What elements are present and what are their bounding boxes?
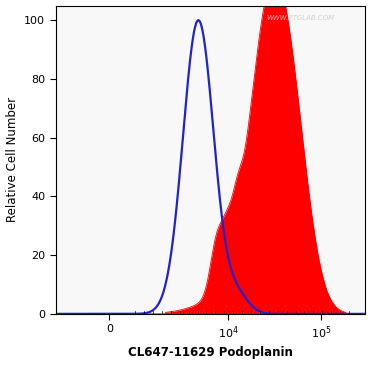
Y-axis label: Relative Cell Number: Relative Cell Number	[6, 97, 19, 222]
X-axis label: CL647-11629 Podoplanin: CL647-11629 Podoplanin	[128, 346, 293, 360]
Text: WWW.PTGLAB.COM: WWW.PTGLAB.COM	[266, 15, 334, 21]
